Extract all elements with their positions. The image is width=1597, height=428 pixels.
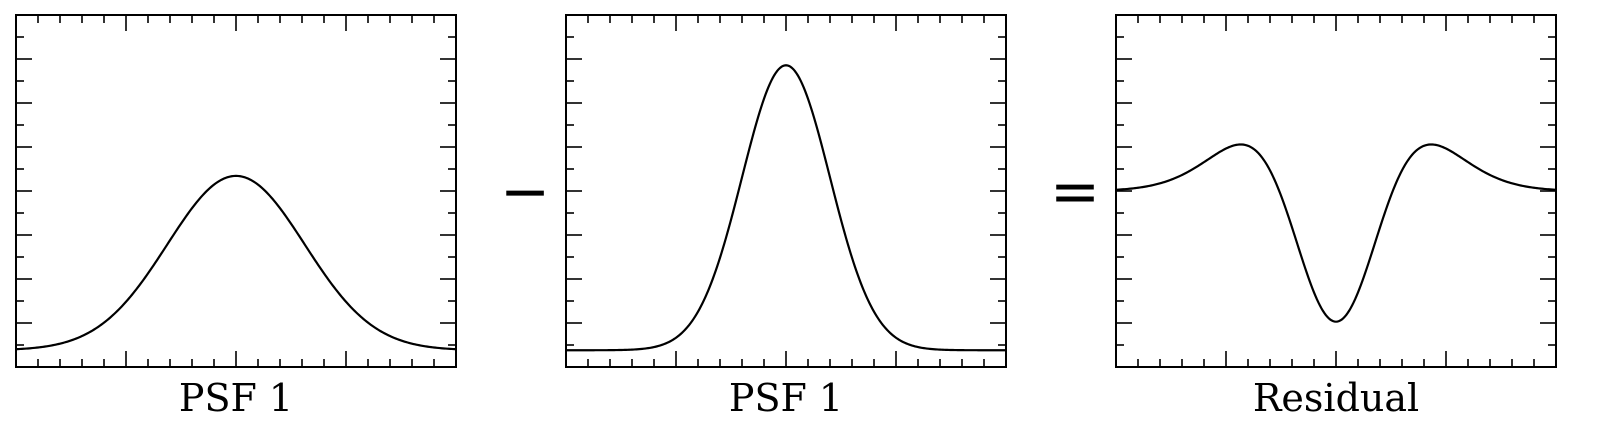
equals-operator: = bbox=[1050, 157, 1100, 227]
plot-frame bbox=[15, 14, 457, 368]
plot-frame bbox=[565, 14, 1007, 368]
series-curve bbox=[566, 64, 1006, 352]
plot-frame bbox=[1115, 14, 1557, 368]
x-axis-label: PSF 1 bbox=[729, 376, 843, 420]
series-curve bbox=[15, 174, 457, 351]
x-axis-label: Residual bbox=[1253, 376, 1419, 420]
series-curve bbox=[1115, 143, 1557, 323]
panel-residual: Residual bbox=[1115, 14, 1557, 420]
minus-operator: − bbox=[500, 157, 550, 227]
x-axis-label: PSF 1 bbox=[179, 376, 293, 420]
panel-psf-1-middle: PSF 1 bbox=[565, 14, 1007, 420]
panel-psf-1-left: PSF 1 bbox=[15, 14, 457, 420]
